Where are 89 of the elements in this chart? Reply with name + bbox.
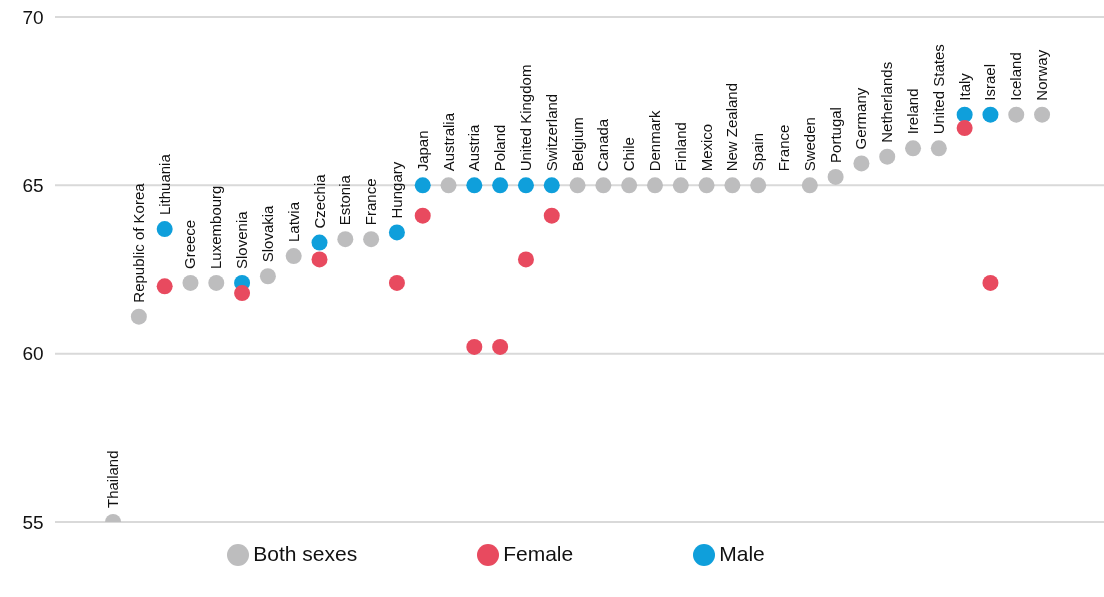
legend-label: Female [503,542,574,565]
x-tick-label: Ireland [904,88,922,135]
point [827,168,844,185]
x-tick-label: Republic of Korea [129,182,147,303]
x-tick-label: Thailand [104,450,122,508]
point [363,231,380,248]
x-tick-label: Austria [465,123,483,172]
point [466,338,483,355]
x-tick-label: Lithuania [155,153,173,216]
x-tick-label: Sweden [800,117,818,172]
x-tick-label: United States [929,44,947,135]
x-tick-label: Iceland [1007,52,1025,101]
point [543,177,560,194]
point [414,177,431,194]
point [259,268,276,285]
point [311,251,328,268]
point [130,308,147,325]
x-tick-label: Italy [955,72,973,101]
point [621,177,638,194]
x-tick-label: Mexico [697,123,715,172]
point [956,106,973,123]
point [595,177,612,194]
point [208,274,225,291]
point [879,148,896,165]
point [156,278,173,295]
point [388,274,405,291]
x-tick-label: Latvia [284,201,302,243]
point [182,274,199,291]
x-tick-label: Czechia [310,173,328,229]
point [698,177,715,194]
x-tick-label: Spain [749,132,767,172]
x-tick-label: New Zealand [723,82,741,172]
point [956,120,973,137]
x-tick-label: Poland [491,124,509,172]
point [311,234,328,251]
point [750,177,767,194]
x-tick-label: Switzerland [542,93,560,172]
point [1034,106,1051,123]
point [492,177,509,194]
point [337,231,354,248]
point [646,177,663,194]
x-tick-label: Canada [594,118,612,172]
x-tick-label: Slovakia [258,204,276,263]
x-tick-label: Denmark [645,109,663,172]
x-tick-label: Netherlands [878,61,896,143]
x-tick-label: Slovenia [233,210,251,269]
point [982,274,999,291]
point [543,207,560,224]
x-tick-label: France [362,178,380,226]
point [388,224,405,241]
point [440,177,457,194]
x-tick-label: Chile [620,137,638,172]
y-tick-label: 55 [22,511,44,533]
point [569,177,586,194]
x-tick-label: Japan [413,130,431,172]
y-tick-label: 65 [22,175,44,197]
point [853,155,870,172]
y-tick-label: 70 [22,6,44,28]
x-tick-label: Norway [1033,49,1051,101]
point [517,251,534,268]
legend-label: Both sexes [253,542,358,565]
x-tick-label: Finland [671,122,689,172]
x-tick-label: Germany [852,87,870,150]
point [982,106,999,123]
legend-label: Male [719,542,765,565]
point [156,221,173,238]
x-tick-label: France [775,124,793,172]
x-tick-label: United Kingdom [516,64,534,172]
point [930,140,947,157]
point [672,177,689,194]
point [466,177,483,194]
point [905,140,922,157]
x-tick-label: Estonia [336,174,354,226]
point [414,207,431,224]
point [234,285,251,302]
x-tick-label: Hungary [387,161,405,219]
x-tick-label: Israel [981,63,999,101]
x-tick-label: Greece [181,219,199,269]
x-tick-label: Luxembourg [207,185,225,269]
x-tick-label: Australia [439,112,457,172]
point [724,177,741,194]
point [285,248,302,265]
x-tick-label: Portugal [826,107,844,163]
point [517,177,534,194]
point [1008,106,1025,123]
point [492,338,509,355]
point [801,177,818,194]
x-tick-label: Belgium [568,117,586,172]
y-tick-label: 60 [22,343,44,365]
